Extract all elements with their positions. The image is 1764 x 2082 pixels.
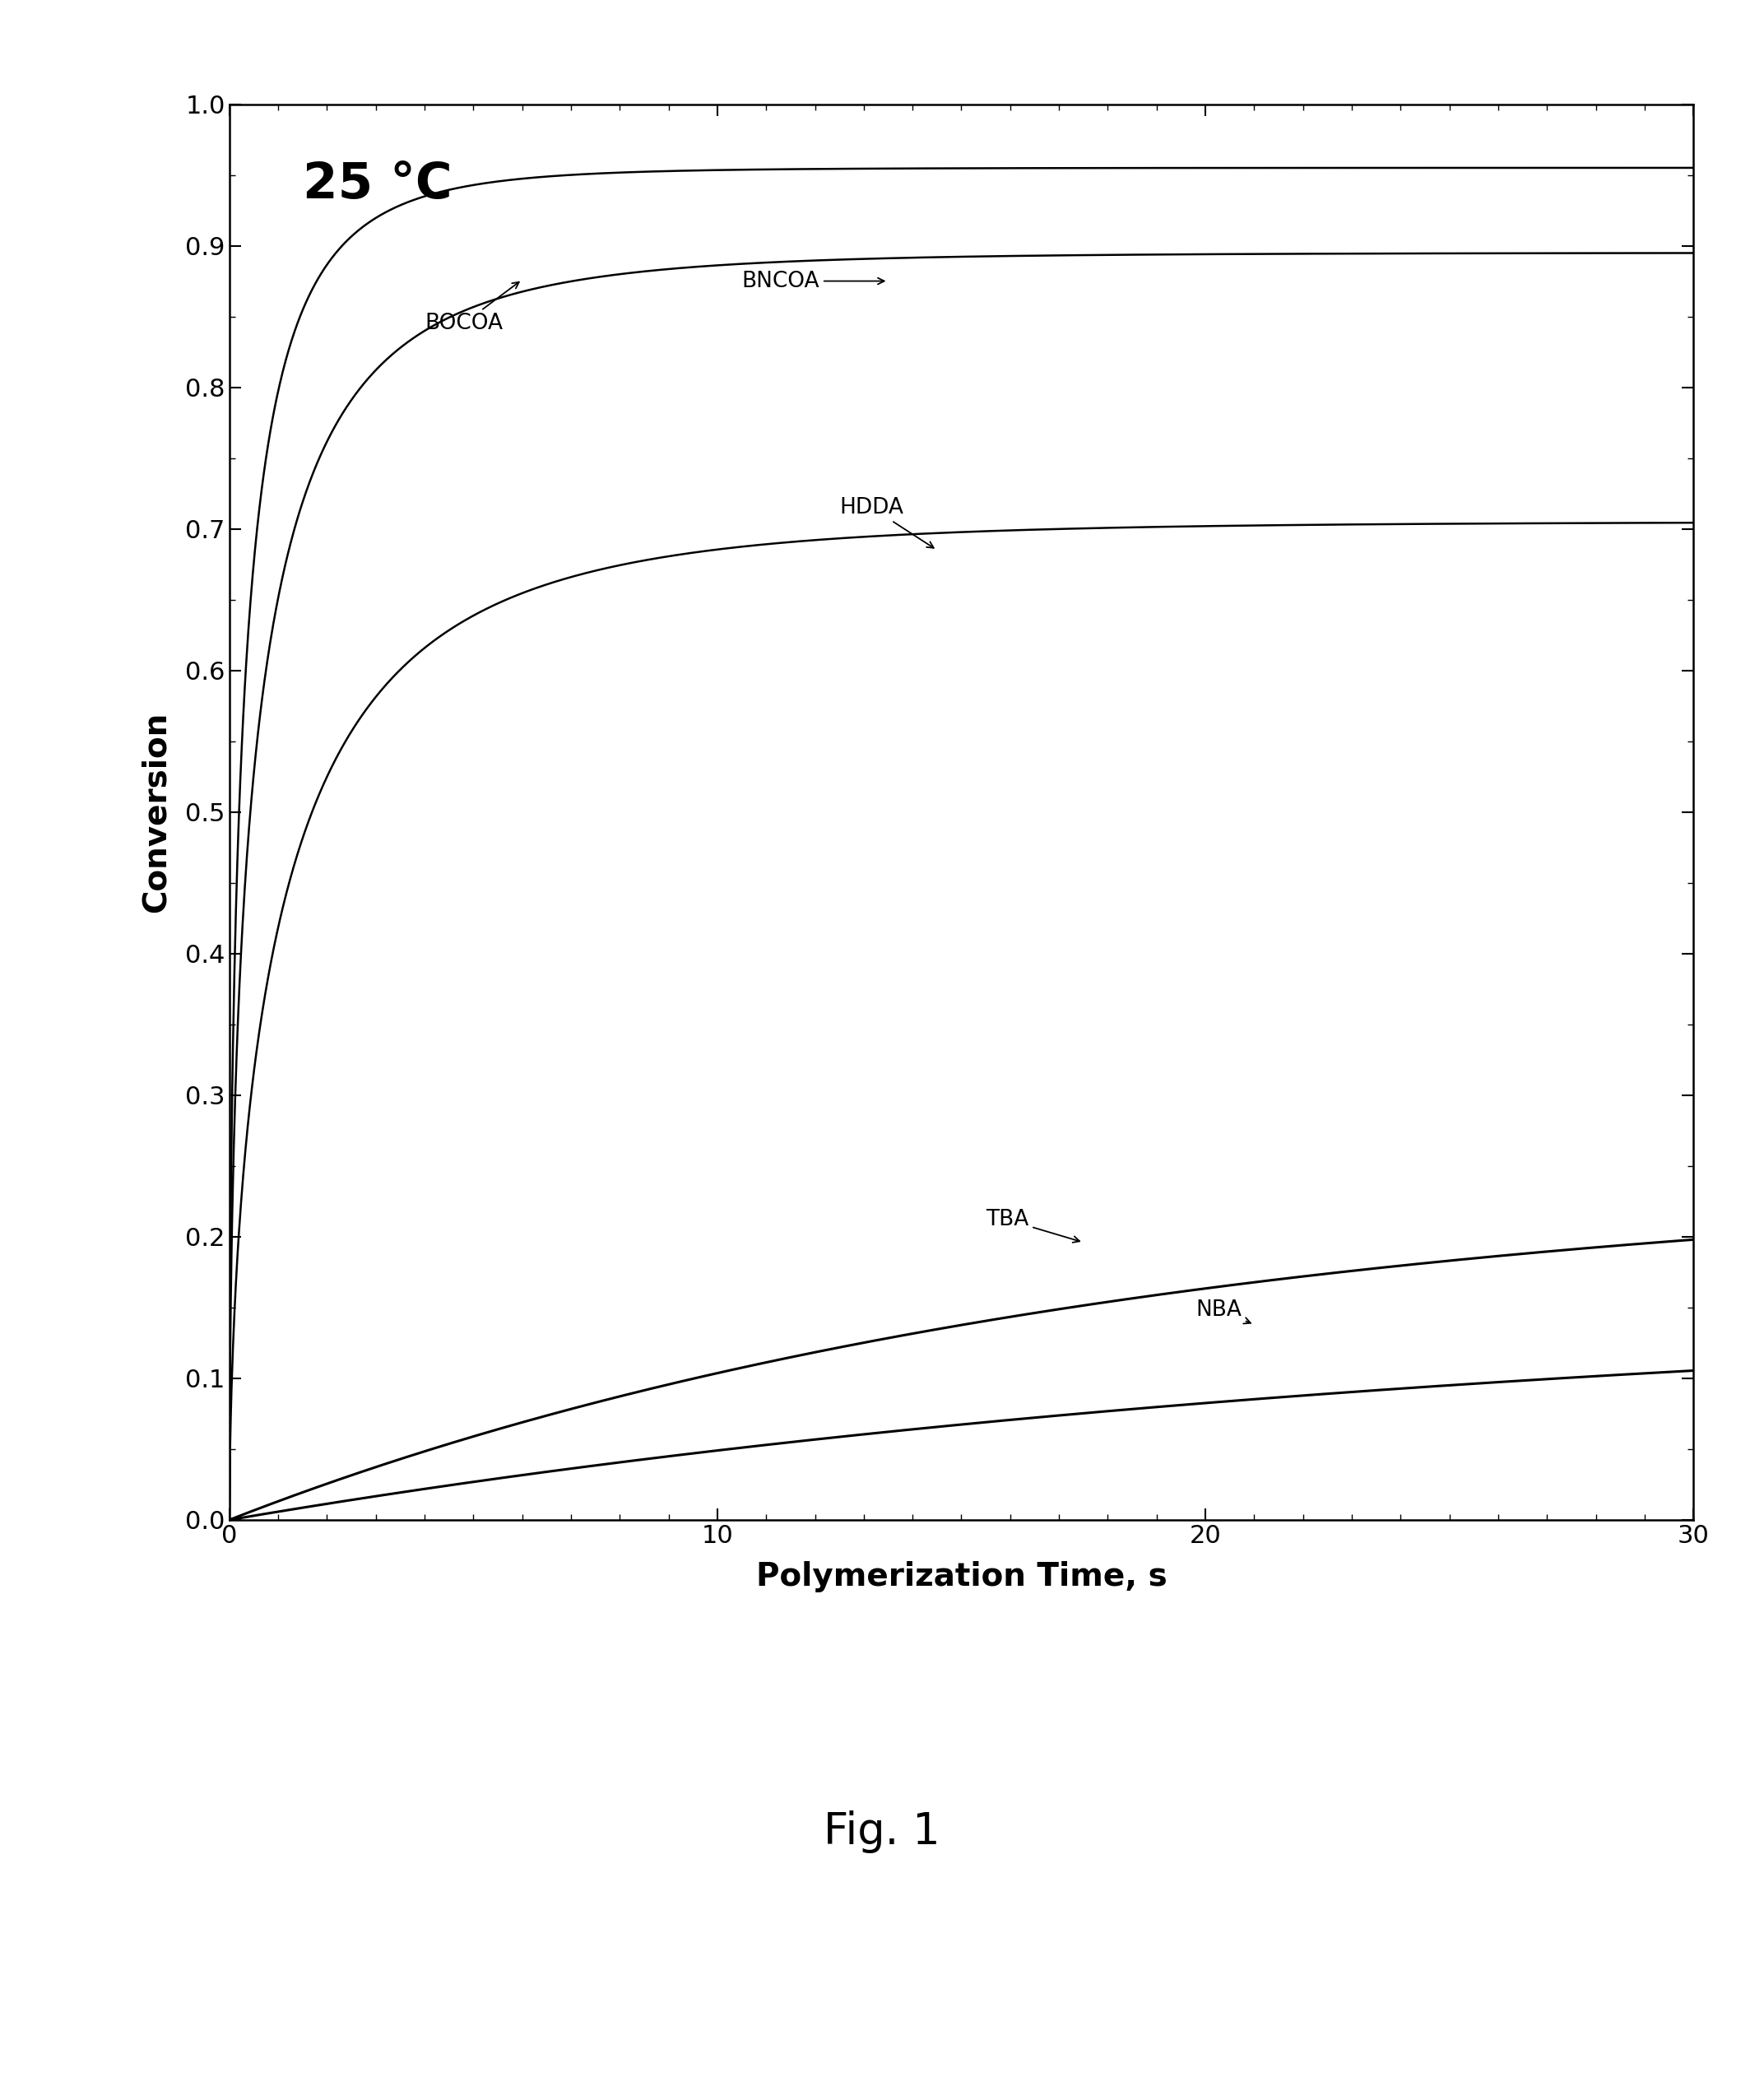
Text: NBA: NBA [1196,1299,1251,1324]
X-axis label: Polymerization Time, s: Polymerization Time, s [755,1562,1168,1593]
Text: HDDA: HDDA [840,498,933,548]
Y-axis label: Conversion: Conversion [141,712,171,912]
Text: BNCOA: BNCOA [741,271,884,291]
Text: Fig. 1: Fig. 1 [824,1811,940,1853]
Text: TBA: TBA [986,1210,1080,1243]
Text: 25 °C: 25 °C [303,160,452,210]
Text: BOCOA: BOCOA [425,281,519,335]
